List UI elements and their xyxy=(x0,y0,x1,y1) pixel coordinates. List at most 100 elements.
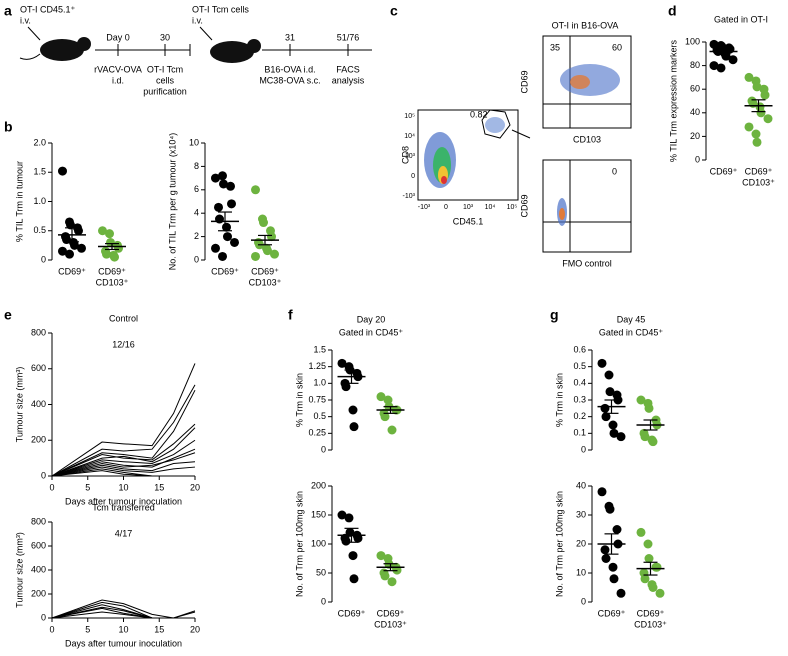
x-tick-label: CD69⁺ xyxy=(710,166,738,176)
y-axis-label: No. of Trm per 100mg skin xyxy=(294,491,304,597)
data-point xyxy=(226,181,235,191)
y-tick-label: 1.25 xyxy=(308,361,326,371)
x-tick-label: CD69⁺ xyxy=(98,266,126,276)
data-point xyxy=(110,252,119,262)
arrow xyxy=(511,129,531,139)
mouse xyxy=(210,41,254,63)
y-tick-label: 0 xyxy=(194,254,199,264)
label: FACS xyxy=(336,64,360,74)
data-point xyxy=(387,577,397,587)
label: analysis xyxy=(332,75,365,85)
y-tick-label: 10 xyxy=(576,567,586,577)
data-point xyxy=(65,249,74,259)
flow-plots: 0.82 CD8 CD45.1 OT-I in B16-OVA 35 60 CD… xyxy=(400,20,632,268)
data-point xyxy=(652,562,662,572)
y-tick-label: 150 xyxy=(311,509,326,519)
arrow xyxy=(199,26,213,41)
data-point xyxy=(616,432,626,442)
y-axis-label: Tumour size (mm³) xyxy=(14,367,24,443)
axis-label: FMO control xyxy=(562,258,612,268)
x-tick-label: 15 xyxy=(154,482,164,492)
quadrant-value: 35 xyxy=(550,42,560,52)
data-point xyxy=(728,55,738,65)
y-tick-label: 0 xyxy=(41,254,46,264)
x-tick-label: CD103⁺ xyxy=(374,619,407,629)
data-point xyxy=(70,240,79,250)
x-tick-label: CD69⁺ xyxy=(251,266,279,276)
quadrant-value: 0 xyxy=(612,166,617,176)
label: 31 xyxy=(285,32,295,42)
axis-label: CD8 xyxy=(400,146,410,164)
schematic: OT-I CD45.1⁺ i.v. Day 0 30 rVACV-OVA i.d… xyxy=(19,4,372,96)
y-tick-label: 0.5 xyxy=(313,411,326,421)
data-point xyxy=(218,251,227,261)
data-point xyxy=(337,358,347,368)
data-point xyxy=(341,382,351,392)
label: i.d. xyxy=(112,75,124,85)
gate xyxy=(481,109,511,139)
data-point xyxy=(66,220,75,230)
x-tick-label: CD103⁺ xyxy=(249,277,282,287)
label: 30 xyxy=(160,32,170,42)
y-tick-label: 0.6 xyxy=(573,344,586,354)
data-point xyxy=(605,387,615,397)
y-tick-label: 1.5 xyxy=(313,344,326,354)
y-axis-label: No. of TIL Trm per g tumour (x10⁴) xyxy=(167,133,177,270)
data-point xyxy=(648,583,658,592)
x-tick-label: 20 xyxy=(190,624,200,634)
y-tick-label: 80 xyxy=(690,60,700,70)
y-tick-label: 40 xyxy=(690,107,700,117)
x-tick-label: CD103⁺ xyxy=(96,277,129,287)
flow-title: OT-I in B16-OVA xyxy=(552,20,619,30)
y-tick-label: 10 xyxy=(189,137,199,147)
data-point xyxy=(106,237,115,247)
data-point xyxy=(597,487,607,497)
y-tick-label: 20 xyxy=(576,538,586,548)
x-tick-label: CD69⁺ xyxy=(58,266,86,276)
panel-label: b xyxy=(4,119,13,135)
x-tick-label: CD103⁺ xyxy=(634,619,667,629)
x-axis-label: Days after tumour inoculation xyxy=(65,496,182,506)
data-point xyxy=(376,392,386,402)
y-tick-label: 0 xyxy=(41,612,46,622)
y-tick-label: 100 xyxy=(311,538,326,548)
flow-frame xyxy=(542,159,632,253)
data-point xyxy=(640,574,650,584)
data-point xyxy=(98,226,107,236)
data-point xyxy=(263,246,272,256)
chart-title: Gated in OT-I xyxy=(714,14,768,24)
data-point xyxy=(643,539,653,549)
y-tick-label: 800 xyxy=(31,327,46,337)
x-tick-label: CD69⁺ xyxy=(211,266,239,276)
series-line xyxy=(51,601,196,619)
y-tick-label: 20 xyxy=(690,131,700,141)
data-point xyxy=(387,425,397,435)
x-axis-label: Days after tumour inoculation xyxy=(65,638,182,648)
panel-label: d xyxy=(668,3,677,19)
data-point xyxy=(655,588,665,598)
axis-label: CD69 xyxy=(519,194,529,217)
data-point xyxy=(597,358,607,368)
flow-tick-label: -10³ xyxy=(418,204,431,211)
data-point xyxy=(259,218,268,228)
series-line xyxy=(51,439,196,477)
y-tick-label: 4 xyxy=(194,208,199,218)
y-axis-label: % Trm in skin xyxy=(294,373,304,427)
y-tick-label: 600 xyxy=(31,540,46,550)
data-point xyxy=(74,226,83,236)
x-tick-label: CD69⁺ xyxy=(338,608,366,618)
y-tick-label: 60 xyxy=(690,84,700,94)
data-point xyxy=(612,525,622,534)
y-tick-label: 30 xyxy=(576,509,586,519)
y-tick-label: 0.2 xyxy=(573,411,586,421)
series-line xyxy=(51,384,196,477)
panel-label: e xyxy=(4,307,12,323)
label: MC38-OVA s.c. xyxy=(259,75,320,85)
y-tick-label: 0 xyxy=(695,154,700,164)
y-tick-label: 600 xyxy=(31,363,46,373)
y-tick-label: 1.5 xyxy=(33,167,46,177)
data-point xyxy=(751,129,761,139)
data-point xyxy=(744,122,754,132)
data-point xyxy=(230,237,239,247)
density xyxy=(560,64,620,96)
